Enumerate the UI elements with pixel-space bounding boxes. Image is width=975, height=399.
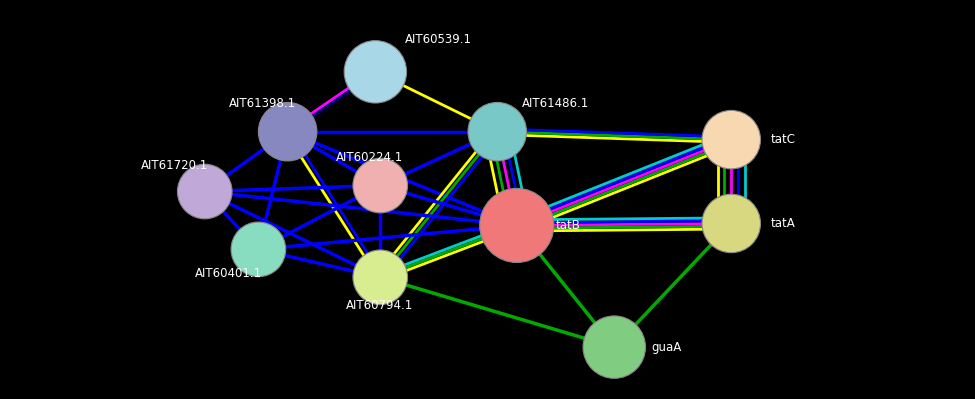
Ellipse shape — [344, 41, 407, 103]
Text: guaA: guaA — [651, 341, 682, 354]
Text: AIT60224.1: AIT60224.1 — [336, 151, 404, 164]
Text: AIT61398.1: AIT61398.1 — [229, 97, 296, 110]
Ellipse shape — [231, 222, 286, 277]
Ellipse shape — [353, 158, 408, 213]
Ellipse shape — [583, 316, 645, 378]
Text: tatB: tatB — [556, 219, 581, 232]
Text: AIT60401.1: AIT60401.1 — [195, 267, 262, 280]
Ellipse shape — [258, 103, 317, 161]
Text: AIT61720.1: AIT61720.1 — [141, 159, 209, 172]
Text: AIT60794.1: AIT60794.1 — [346, 299, 413, 312]
Text: AIT61486.1: AIT61486.1 — [522, 97, 589, 110]
Ellipse shape — [353, 250, 408, 304]
Ellipse shape — [702, 111, 760, 169]
Ellipse shape — [177, 164, 232, 219]
Ellipse shape — [468, 103, 526, 161]
Text: AIT60539.1: AIT60539.1 — [405, 34, 472, 46]
Text: tatA: tatA — [770, 217, 795, 230]
Ellipse shape — [702, 194, 760, 253]
Ellipse shape — [480, 188, 554, 263]
Text: tatC: tatC — [770, 133, 796, 146]
